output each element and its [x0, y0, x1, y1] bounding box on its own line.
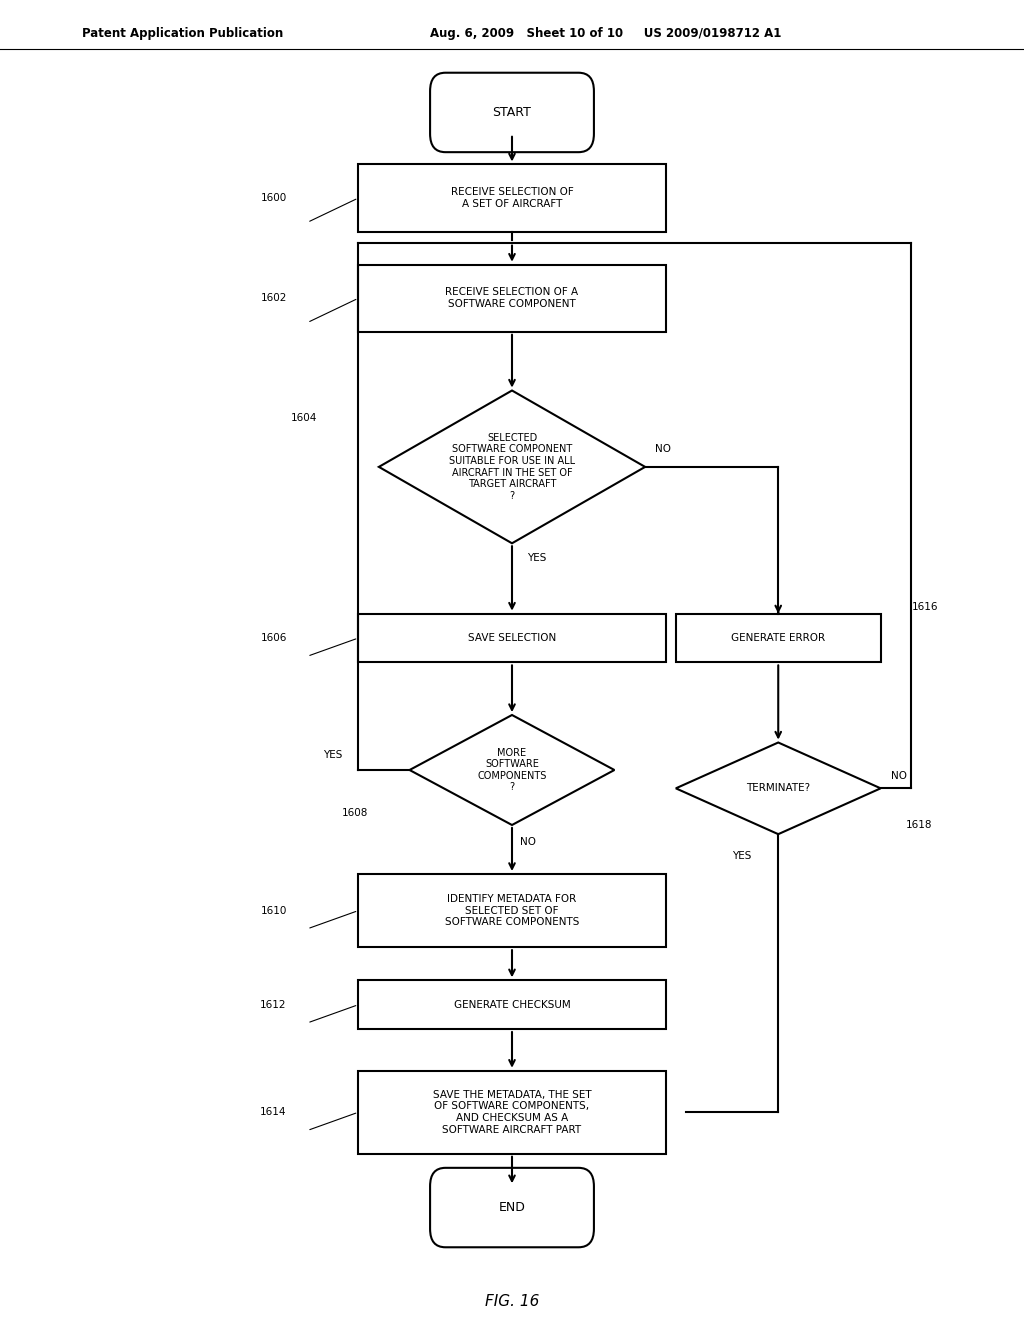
Text: YES: YES: [527, 553, 547, 564]
FancyBboxPatch shape: [430, 73, 594, 152]
Text: SAVE THE METADATA, THE SET
OF SOFTWARE COMPONENTS,
AND CHECKSUM AS A
SOFTWARE AI: SAVE THE METADATA, THE SET OF SOFTWARE C…: [433, 1090, 591, 1135]
Text: 1614: 1614: [260, 1107, 287, 1117]
Polygon shape: [379, 391, 645, 544]
Text: 1602: 1602: [260, 293, 287, 304]
FancyBboxPatch shape: [430, 1168, 594, 1247]
Text: 1618: 1618: [906, 820, 933, 830]
FancyBboxPatch shape: [676, 614, 881, 663]
Text: END: END: [499, 1201, 525, 1214]
Text: GENERATE CHECKSUM: GENERATE CHECKSUM: [454, 999, 570, 1010]
Polygon shape: [410, 715, 614, 825]
Text: 1604: 1604: [291, 413, 317, 422]
Text: 1616: 1616: [911, 602, 938, 612]
Text: TERMINATE?: TERMINATE?: [746, 783, 810, 793]
Text: Patent Application Publication: Patent Application Publication: [82, 26, 284, 40]
FancyBboxPatch shape: [358, 614, 666, 663]
Text: YES: YES: [732, 851, 752, 861]
Text: RECEIVE SELECTION OF
A SET OF AIRCRAFT: RECEIVE SELECTION OF A SET OF AIRCRAFT: [451, 187, 573, 209]
FancyBboxPatch shape: [358, 874, 666, 948]
Text: SAVE SELECTION: SAVE SELECTION: [468, 634, 556, 643]
Text: FIG. 16: FIG. 16: [484, 1294, 540, 1309]
Text: 1606: 1606: [260, 634, 287, 643]
FancyBboxPatch shape: [358, 981, 666, 1030]
Text: GENERATE ERROR: GENERATE ERROR: [731, 634, 825, 643]
Text: IDENTIFY METADATA FOR
SELECTED SET OF
SOFTWARE COMPONENTS: IDENTIFY METADATA FOR SELECTED SET OF SO…: [444, 894, 580, 927]
Text: 1600: 1600: [260, 193, 287, 203]
FancyBboxPatch shape: [358, 1071, 666, 1154]
Text: YES: YES: [323, 750, 342, 760]
FancyBboxPatch shape: [358, 165, 666, 231]
FancyBboxPatch shape: [358, 264, 666, 331]
Text: Aug. 6, 2009   Sheet 10 of 10     US 2009/0198712 A1: Aug. 6, 2009 Sheet 10 of 10 US 2009/0198…: [430, 26, 781, 40]
Text: NO: NO: [891, 771, 907, 781]
Text: NO: NO: [655, 444, 672, 454]
Text: SELECTED
SOFTWARE COMPONENT
SUITABLE FOR USE IN ALL
AIRCRAFT IN THE SET OF
TARGE: SELECTED SOFTWARE COMPONENT SUITABLE FOR…: [449, 433, 575, 500]
Text: NO: NO: [520, 837, 537, 847]
Text: MORE
SOFTWARE
COMPONENTS
?: MORE SOFTWARE COMPONENTS ?: [477, 747, 547, 792]
Text: 1610: 1610: [260, 906, 287, 916]
Polygon shape: [676, 742, 881, 834]
Text: 1612: 1612: [260, 999, 287, 1010]
Text: 1608: 1608: [342, 808, 369, 818]
Text: START: START: [493, 106, 531, 119]
Text: RECEIVE SELECTION OF A
SOFTWARE COMPONENT: RECEIVE SELECTION OF A SOFTWARE COMPONEN…: [445, 288, 579, 309]
